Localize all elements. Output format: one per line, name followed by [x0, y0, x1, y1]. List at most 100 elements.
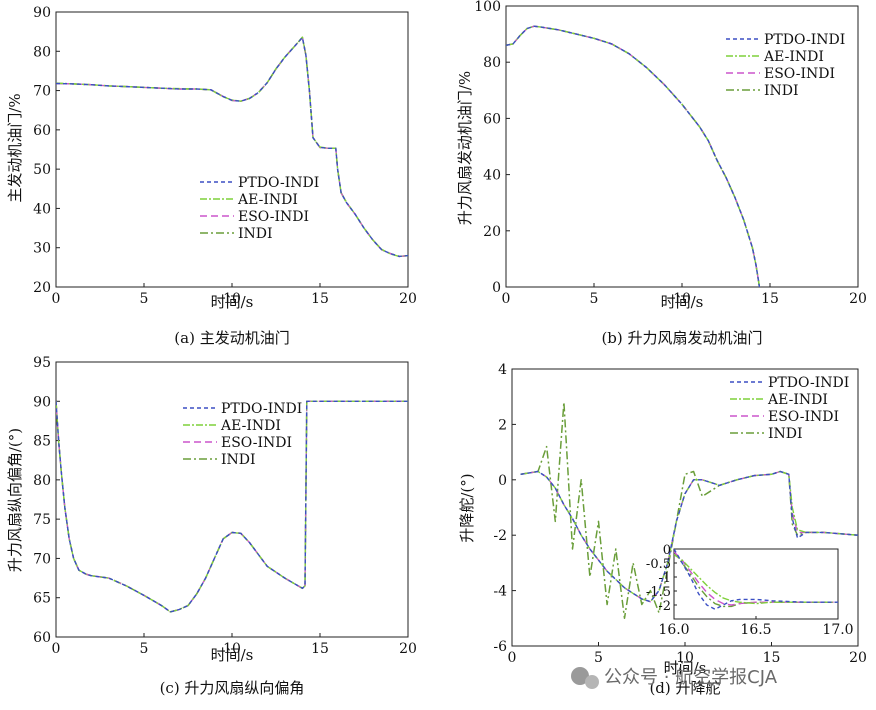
- legend-entry: INDI: [768, 426, 803, 442]
- y-tick-label: 80: [483, 55, 501, 71]
- legend-entry: PTDO-INDI: [238, 175, 319, 191]
- inset-series-ae-indi: [674, 554, 838, 605]
- inset-series-eso-indi: [674, 551, 838, 606]
- series-line-ae-indi: [520, 470, 858, 603]
- wechat-icon: [571, 667, 589, 685]
- x-tick-label: 5: [594, 650, 603, 666]
- y-tick-label: 40: [33, 201, 51, 217]
- inset-x-tick-label: 17.0: [822, 622, 853, 638]
- y-tick-label: 20: [483, 224, 501, 240]
- x-axis-label: 时间/s: [661, 293, 704, 311]
- x-tick-label: 20: [399, 641, 417, 657]
- y-tick-label: 30: [33, 241, 51, 257]
- y-tick-label: 70: [33, 84, 51, 100]
- inset-y-tick-label: 0: [663, 543, 671, 558]
- chart-c: 0 5 10 15 20 60 65 70 75 80 85 90 95 时间/s 升力风扇纵向偏角/(°)…: [6, 355, 417, 697]
- x-tick-label: 0: [508, 650, 517, 666]
- y-tick-label: 20: [33, 280, 51, 296]
- y-tick-label: 2: [498, 417, 507, 433]
- x-axis-label: 时间/s: [211, 293, 254, 311]
- watermark-text: 公众号 · 航空学报CJA: [604, 667, 778, 688]
- chart-a: 0 5 10 15 20 20 30 40 50 60 70 80 90 时间/s 主发动机油门/% (a) …: [6, 5, 417, 347]
- series-line-ptdo-indi: [56, 400, 408, 613]
- inset-y-tick-label: -1.5: [646, 585, 671, 600]
- legend-entry: AE-INDI: [763, 49, 824, 65]
- y-tick-label: 0: [492, 280, 501, 296]
- chart-b: 0 5 10 15 20 0 20 40 60 80 100 时间/s 升力风扇发动机油门/% (b) 升…: [456, 0, 867, 347]
- inset-y-tick-label: -2: [658, 599, 671, 614]
- y-tick-label: 100: [474, 0, 501, 15]
- y-tick-label: -2: [493, 528, 507, 544]
- series-line-eso-indi: [56, 36, 408, 258]
- y-tick-label: 0: [498, 473, 507, 489]
- legend-entry: INDI: [238, 226, 273, 242]
- legend-entry: ESO-INDI: [768, 409, 839, 425]
- inset-frame: [673, 548, 839, 620]
- y-tick-label: 65: [33, 591, 51, 607]
- y-tick-label: 70: [33, 551, 51, 567]
- x-tick-label: 20: [849, 291, 867, 307]
- legend-entry: ESO-INDI: [238, 209, 309, 225]
- inset-x-tick-label: 16.5: [740, 622, 771, 638]
- watermark: 公众号 · 航空学报CJA: [571, 667, 778, 689]
- x-axis-label: 时间/s: [664, 659, 707, 677]
- x-tick-label: 20: [399, 291, 417, 307]
- chart-caption: (b) 升力风扇发动机油门: [601, 329, 762, 347]
- x-tick-label: 15: [761, 291, 779, 307]
- inset-series-ptdo-indi: [674, 549, 838, 610]
- y-tick-label: 75: [33, 512, 51, 528]
- x-axis-label: 时间/s: [211, 646, 254, 664]
- legend-entry: AE-INDI: [237, 192, 298, 208]
- series-line-indi: [520, 401, 858, 620]
- y-tick-label: 80: [33, 473, 51, 489]
- y-axis-label: 升力风扇发动机油门/%: [456, 71, 474, 225]
- x-tick-label: 0: [52, 641, 61, 657]
- legend-entry: AE-INDI: [220, 418, 281, 434]
- legend-entry: ESO-INDI: [764, 66, 835, 82]
- legend-entry: INDI: [764, 83, 799, 99]
- x-tick-label: 15: [763, 650, 781, 666]
- inset-y-tick-label: -0.5: [646, 557, 671, 572]
- y-tick-label: 4: [498, 362, 507, 378]
- y-tick-label: 60: [483, 111, 501, 127]
- y-tick-label: 95: [33, 355, 51, 371]
- y-tick-label: 60: [33, 630, 51, 646]
- legend-entry: ESO-INDI: [221, 435, 292, 451]
- inset-chart: 16.0 16.5 17.0 -2-1.5-1-0.50: [646, 543, 854, 638]
- legend-entry: INDI: [221, 452, 256, 468]
- y-tick-label: 85: [33, 434, 51, 450]
- y-axis-label: 升降舵/(°): [458, 473, 476, 542]
- x-tick-label: 10: [673, 291, 691, 307]
- chart-d: 0 5 10 15 20 -6 -4 -2 0 2 4 时间/s 升降舵/(°) (d) 升降舵 PTDO-…: [458, 362, 867, 697]
- x-tick-label: 15: [311, 291, 329, 307]
- x-tick-label: 10: [223, 641, 241, 657]
- legend-entry: PTDO-INDI: [768, 375, 849, 391]
- y-axis-label: 升力风扇纵向偏角/(°): [6, 428, 24, 572]
- series-line-ptdo-indi: [506, 25, 761, 287]
- y-tick-label: 90: [33, 394, 51, 410]
- x-tick-label: 10: [223, 291, 241, 307]
- y-tick-label: 90: [33, 5, 51, 21]
- y-tick-label: 80: [33, 44, 51, 60]
- y-axis-label: 主发动机油门/%: [6, 93, 24, 202]
- x-tick-label: 0: [52, 291, 61, 307]
- plot-frame: [55, 11, 409, 288]
- y-tick-label: 50: [33, 162, 51, 178]
- plot-frame: [505, 5, 859, 288]
- inset-y-tick-label: -1: [658, 571, 671, 586]
- chart-caption: (a) 主发动机油门: [174, 329, 289, 347]
- x-tick-label: 15: [311, 641, 329, 657]
- x-tick-label: 20: [849, 650, 867, 666]
- x-tick-label: 5: [140, 291, 149, 307]
- inset-x-tick-label: 16.0: [658, 622, 689, 638]
- x-tick-label: 10: [676, 650, 694, 666]
- chart-caption: (c) 升力风扇纵向偏角: [160, 679, 305, 697]
- x-tick-label: 0: [502, 291, 511, 307]
- x-tick-label: 5: [590, 291, 599, 307]
- x-tick-label: 5: [140, 641, 149, 657]
